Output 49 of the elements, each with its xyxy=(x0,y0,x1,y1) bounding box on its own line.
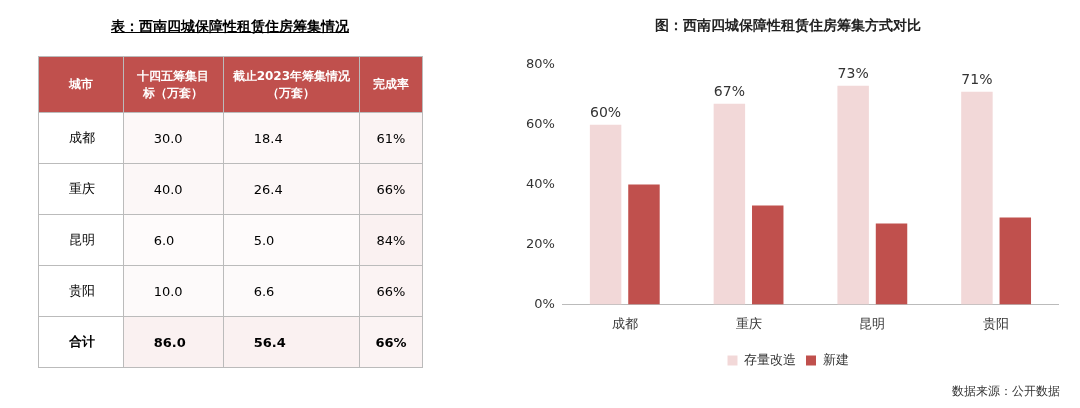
x-tick-label: 完成率 xyxy=(359,56,423,113)
data-label: 40.0 xyxy=(123,163,224,215)
y-tick-label: 成都 xyxy=(38,112,124,164)
data-label: 26.4 xyxy=(223,163,360,215)
data-label: 18.4 xyxy=(223,112,360,164)
y-tick-label: 合计 xyxy=(38,316,124,368)
data-label: 73% xyxy=(837,65,869,82)
x-tick-label: 十四五筹集目标（万套） xyxy=(123,56,224,113)
data-label: 56.4 xyxy=(223,316,360,368)
data-label: 30.0 xyxy=(123,112,224,164)
bar xyxy=(961,91,993,305)
y-tick-label: 昆明 xyxy=(38,214,124,266)
chart-title: 表：西南四城保障性租赁住房筹集情况 xyxy=(110,18,350,36)
data-label: 66% xyxy=(359,265,423,317)
y-axis-title: 城市 xyxy=(38,56,124,113)
y-tick-label: 重庆 xyxy=(38,163,124,215)
bar xyxy=(875,223,908,305)
data-label: 5.0 xyxy=(223,214,360,266)
data-label: 66% xyxy=(359,316,423,368)
data-label: 71% xyxy=(961,71,993,88)
legend-label: 新建 xyxy=(822,351,849,367)
chart-title: 图：西南四城保障性租赁住房筹集方式对比 xyxy=(655,17,921,34)
bar xyxy=(752,205,784,305)
data-label: 60% xyxy=(590,104,622,121)
bar xyxy=(837,85,869,305)
y-tick-label: 20% xyxy=(525,235,555,251)
x-tick-label: 重庆 xyxy=(735,315,762,331)
data-label: 61% xyxy=(359,112,423,164)
y-tick-label: 0% xyxy=(534,295,555,311)
bar xyxy=(713,103,746,305)
x-tick-label: 截止2023年筹集情况（万套） xyxy=(223,56,360,113)
source-note: 数据来源：公开数据 xyxy=(951,383,1061,400)
data-label: 10.0 xyxy=(123,265,224,317)
bar xyxy=(999,217,1032,305)
bar xyxy=(589,124,622,305)
data-label: 6.6 xyxy=(223,265,360,317)
data-label: 6.0 xyxy=(123,214,224,266)
data-label: 84% xyxy=(359,214,423,266)
legend-label: 存量改造 xyxy=(744,351,796,367)
y-tick-label: 80% xyxy=(525,56,555,72)
x-tick-label: 贵阳 xyxy=(983,315,1010,331)
bar xyxy=(628,184,660,305)
y-tick-label: 40% xyxy=(525,175,555,191)
x-tick-label: 成都 xyxy=(611,315,638,331)
data-label: 67% xyxy=(713,83,745,100)
y-tick-label: 60% xyxy=(525,116,555,132)
data-label: 86.0 xyxy=(123,316,224,368)
data-label: 66% xyxy=(359,163,423,215)
x-tick-label: 昆明 xyxy=(859,315,886,331)
